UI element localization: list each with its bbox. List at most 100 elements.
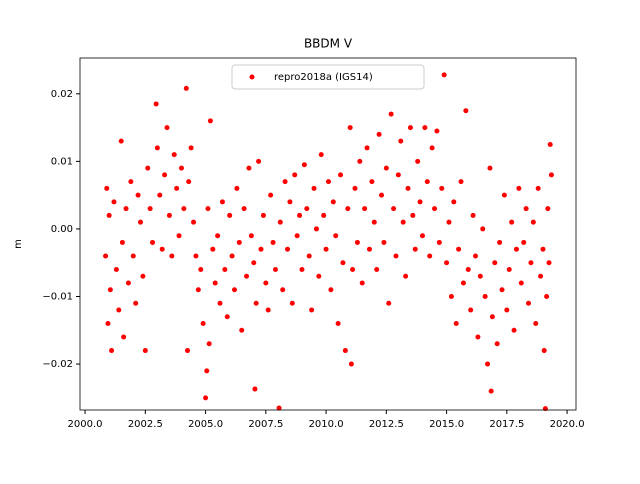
- y-tick-label: 0.00: [51, 224, 73, 235]
- point: [121, 334, 127, 340]
- legend-box: [231, 64, 425, 90]
- point: [432, 206, 438, 212]
- point: [184, 348, 190, 354]
- point: [422, 125, 428, 131]
- point: [309, 307, 315, 313]
- point: [258, 246, 264, 252]
- point: [427, 253, 433, 259]
- point: [345, 206, 351, 212]
- point: [251, 260, 257, 266]
- point: [369, 179, 375, 185]
- point: [547, 141, 553, 147]
- point: [153, 101, 159, 107]
- point: [465, 266, 471, 272]
- point: [248, 233, 254, 239]
- point: [280, 287, 286, 293]
- point: [342, 348, 348, 354]
- point: [157, 192, 163, 198]
- point: [456, 246, 462, 252]
- point: [118, 138, 124, 144]
- point: [234, 185, 240, 191]
- point: [424, 179, 430, 185]
- point: [183, 85, 189, 91]
- point: [207, 118, 213, 124]
- point: [362, 206, 368, 212]
- point: [241, 206, 247, 212]
- point: [229, 253, 235, 259]
- point: [128, 179, 134, 185]
- point: [521, 239, 527, 245]
- point: [354, 239, 360, 245]
- point: [489, 314, 495, 320]
- point: [340, 260, 346, 266]
- point: [330, 199, 336, 205]
- y-tick-label: 0.01: [51, 156, 73, 167]
- point: [391, 206, 397, 212]
- point: [130, 253, 136, 259]
- point: [417, 199, 423, 205]
- point: [222, 266, 228, 272]
- x-tick-label: 2015.0: [429, 419, 464, 430]
- point: [393, 253, 399, 259]
- point: [299, 266, 305, 272]
- point: [410, 212, 416, 218]
- point: [546, 260, 552, 266]
- point: [191, 219, 197, 225]
- point: [292, 172, 298, 178]
- point: [181, 206, 187, 212]
- x-tick-label: 2007.5: [248, 419, 283, 430]
- point: [260, 212, 266, 218]
- point: [147, 206, 153, 212]
- point: [263, 280, 269, 286]
- point: [142, 348, 148, 354]
- point: [388, 111, 394, 117]
- point: [159, 246, 165, 252]
- point: [325, 179, 331, 185]
- point: [244, 273, 250, 279]
- point: [256, 158, 262, 164]
- point: [162, 172, 168, 178]
- point: [306, 253, 312, 259]
- point: [371, 219, 377, 225]
- point: [381, 239, 387, 245]
- point: [376, 131, 382, 137]
- point: [188, 145, 194, 151]
- point: [116, 307, 122, 313]
- point: [265, 307, 271, 313]
- point: [287, 199, 293, 205]
- x-tick-label: 2017.5: [489, 419, 524, 430]
- point: [236, 239, 242, 245]
- point: [145, 165, 151, 171]
- point: [193, 253, 199, 259]
- point: [535, 185, 541, 191]
- point: [419, 233, 425, 239]
- x-tick-label: 2010.0: [309, 419, 344, 430]
- point: [105, 321, 111, 327]
- point: [252, 386, 258, 392]
- point: [203, 395, 209, 401]
- point: [166, 212, 172, 218]
- point: [499, 287, 505, 293]
- point: [485, 361, 491, 367]
- point: [497, 239, 503, 245]
- point: [379, 192, 385, 198]
- point: [272, 266, 278, 272]
- point: [439, 185, 445, 191]
- point: [472, 253, 478, 259]
- point: [482, 293, 488, 299]
- point: [448, 293, 454, 299]
- point: [429, 145, 435, 151]
- point: [212, 280, 218, 286]
- point: [533, 321, 539, 327]
- point: [374, 266, 380, 272]
- point: [137, 219, 143, 225]
- plot-frame: [79, 57, 577, 411]
- point: [176, 233, 182, 239]
- point: [169, 253, 175, 259]
- point: [366, 246, 372, 252]
- point: [538, 273, 544, 279]
- point: [200, 321, 206, 327]
- point: [545, 206, 551, 212]
- point: [140, 273, 146, 279]
- legend-label: repro2018a (IGS14): [274, 72, 373, 83]
